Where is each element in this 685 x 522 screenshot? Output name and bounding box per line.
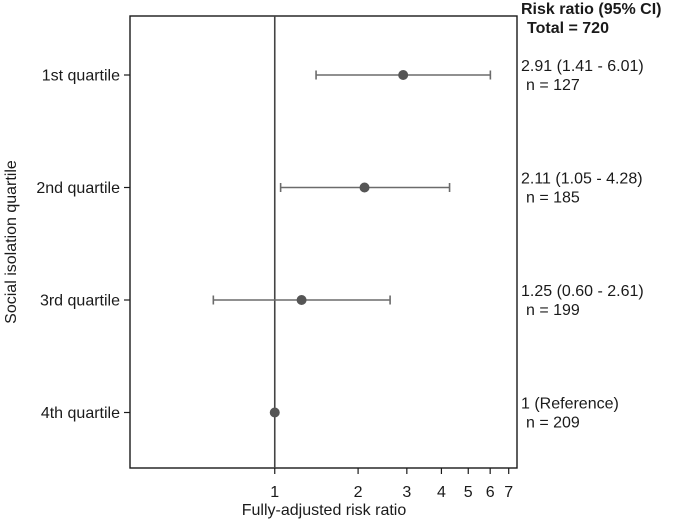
x-axis-label: Fully-adjusted risk ratio bbox=[242, 502, 407, 519]
x-tick-label: 6 bbox=[486, 484, 495, 501]
sample-size-label: n = 127 bbox=[526, 77, 580, 94]
y-axis-label: Social isolation quartile bbox=[3, 160, 20, 324]
x-tick-label: 4 bbox=[437, 484, 446, 501]
ci-value-label: 2.11 (1.05 - 4.28) bbox=[521, 171, 643, 188]
estimate-point bbox=[359, 182, 370, 193]
x-tick-label: 3 bbox=[402, 484, 411, 501]
ci-value-label: 2.91 (1.41 - 6.01) bbox=[521, 58, 644, 75]
chart-marks: 1 2 3 4 5 6 7 1st quartile 2.91 (1.41 - 6.01) n =… bbox=[36, 58, 643, 501]
right-header-total: Total = 720 bbox=[527, 20, 609, 37]
sample-size-label: n = 199 bbox=[526, 302, 580, 319]
estimate-point bbox=[296, 295, 307, 305]
y-tick-label: 3rd quartile bbox=[40, 293, 120, 310]
x-tick-label: 2 bbox=[354, 484, 363, 501]
ci-value-label: 1 (Reference) bbox=[521, 396, 619, 413]
right-header-title: Risk ratio (95% CI) bbox=[521, 1, 661, 18]
x-tick-label: 5 bbox=[464, 484, 473, 501]
sample-size-label: n = 185 bbox=[526, 190, 580, 207]
x-tick-label: 7 bbox=[504, 484, 513, 501]
sample-size-label: n = 209 bbox=[526, 415, 580, 432]
y-tick-label: 1st quartile bbox=[42, 68, 120, 85]
ci-value-label: 1.25 (0.60 - 2.61) bbox=[521, 283, 644, 300]
estimate-point bbox=[398, 70, 409, 80]
plot-frame bbox=[129, 15, 518, 469]
x-tick-label: 1 bbox=[270, 484, 279, 501]
estimate-point bbox=[269, 407, 280, 418]
y-tick-label: 4th quartile bbox=[41, 405, 120, 422]
y-tick-label: 2nd quartile bbox=[36, 180, 120, 197]
